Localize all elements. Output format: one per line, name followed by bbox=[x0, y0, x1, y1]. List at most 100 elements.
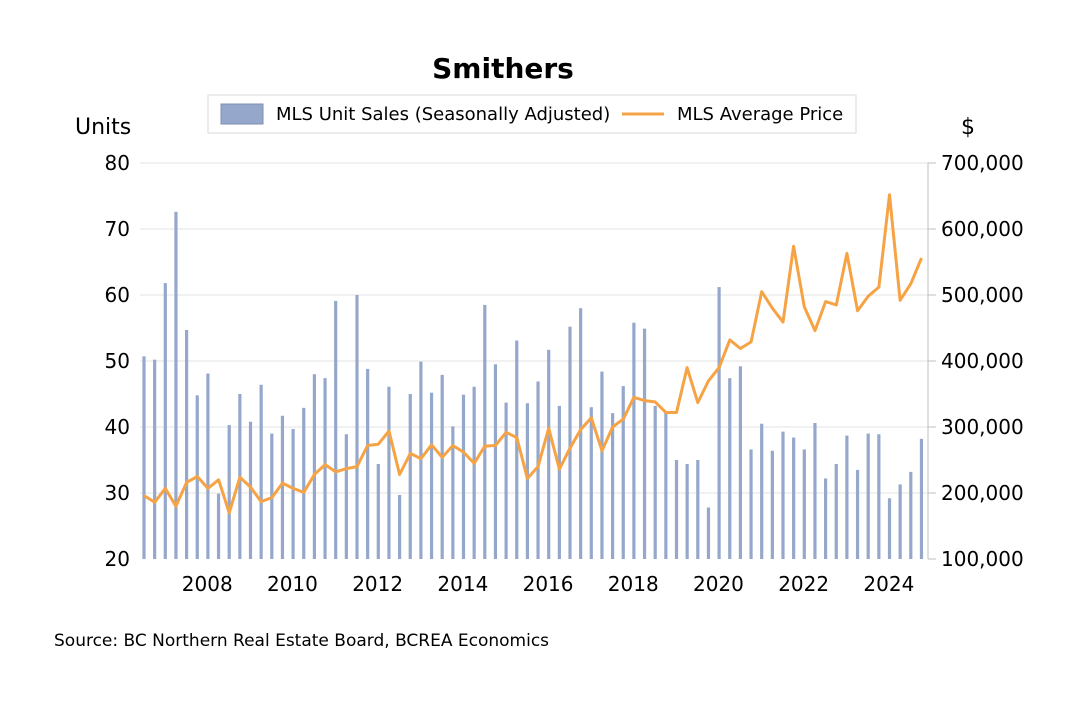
unit-sales-bar bbox=[408, 394, 412, 559]
unit-sales-bar bbox=[696, 460, 700, 559]
left-tick-label: 70 bbox=[105, 217, 130, 241]
left-tick-label: 60 bbox=[105, 283, 130, 307]
unit-sales-bar bbox=[547, 349, 551, 559]
unit-sales-bar bbox=[749, 449, 753, 559]
unit-sales-bar bbox=[887, 498, 892, 559]
unit-sales-bar bbox=[877, 434, 881, 559]
unit-sales-bar bbox=[493, 364, 498, 559]
unit-sales-bar bbox=[429, 392, 434, 559]
unit-sales-bar bbox=[781, 431, 785, 559]
unit-sales-bar bbox=[770, 450, 774, 559]
unit-sales-bar bbox=[898, 484, 902, 559]
right-tick-label: 600,000 bbox=[941, 217, 1024, 241]
unit-sales-bar bbox=[824, 478, 828, 559]
unit-sales-bar bbox=[792, 437, 796, 559]
x-tick-label: 2012 bbox=[352, 572, 403, 596]
right-tick-label: 200,000 bbox=[941, 481, 1024, 505]
average-price-line bbox=[143, 193, 923, 515]
unit-sales-bar bbox=[259, 384, 263, 559]
unit-sales-bar bbox=[248, 421, 253, 559]
unit-sales-bar bbox=[515, 340, 519, 559]
unit-sales-bar bbox=[419, 361, 423, 559]
unit-sales-bar bbox=[866, 433, 870, 559]
unit-sales-bar bbox=[568, 326, 572, 559]
legend-line-label: MLS Average Price bbox=[677, 104, 843, 125]
unit-sales-bar bbox=[589, 407, 593, 559]
unit-sales-bar bbox=[142, 356, 146, 559]
legend-bar-swatch bbox=[220, 103, 264, 125]
unit-sales-bar bbox=[376, 463, 380, 559]
unit-sales-bar bbox=[504, 402, 508, 559]
x-tick-label: 2008 bbox=[182, 572, 233, 596]
left-tick-label: 50 bbox=[105, 349, 130, 373]
unit-sales-bar bbox=[206, 373, 210, 559]
unit-sales-bar bbox=[163, 283, 167, 559]
unit-sales-bar bbox=[451, 426, 455, 559]
unit-sales-bar bbox=[738, 366, 742, 559]
legend: MLS Unit Sales (Seasonally Adjusted) MLS… bbox=[207, 94, 857, 134]
left-tick-label: 80 bbox=[105, 151, 130, 175]
unit-sales-bar bbox=[472, 386, 476, 559]
right-tick-label: 700,000 bbox=[941, 151, 1024, 175]
x-tick-label: 2016 bbox=[523, 572, 574, 596]
unit-sales-bar bbox=[728, 378, 732, 559]
right-tick-label: 300,000 bbox=[941, 415, 1024, 439]
x-tick-label: 2024 bbox=[863, 572, 914, 596]
unit-sales-bar bbox=[334, 300, 338, 559]
unit-sales-bar bbox=[760, 423, 764, 559]
legend-box bbox=[207, 94, 857, 134]
unit-sales-bar bbox=[302, 407, 306, 559]
unit-sales-bar bbox=[653, 405, 657, 559]
unit-sales-bars bbox=[142, 211, 924, 559]
unit-sales-bar bbox=[440, 374, 444, 559]
unit-sales-bar bbox=[366, 368, 370, 559]
x-tick-label: 2020 bbox=[693, 572, 744, 596]
unit-sales-bar bbox=[398, 494, 402, 559]
left-axis-title: Units bbox=[75, 115, 131, 140]
left-axis-ticks: 20 30 40 50 60 70 80 bbox=[105, 151, 130, 571]
unit-sales-bar bbox=[802, 449, 806, 559]
x-tick-label: 2014 bbox=[437, 572, 488, 596]
unit-sales-bar bbox=[919, 438, 924, 559]
right-axis-title: $ bbox=[961, 115, 975, 140]
unit-sales-bar bbox=[909, 471, 913, 559]
unit-sales-bar bbox=[344, 434, 348, 559]
right-tick-label: 500,000 bbox=[941, 283, 1024, 307]
unit-sales-bar bbox=[280, 415, 285, 559]
unit-sales-bar bbox=[855, 469, 860, 559]
unit-sales-bar bbox=[312, 374, 316, 559]
x-axis-ticks: 2008 2010 2012 2014 2016 2018 2020 2022 2024 bbox=[182, 572, 915, 596]
unit-sales-bar bbox=[717, 287, 721, 559]
unit-sales-bar bbox=[674, 460, 679, 559]
unit-sales-bar bbox=[813, 423, 817, 559]
unit-sales-bar bbox=[323, 378, 327, 559]
right-axis-ticks: 100,000 200,000 300,000 400,000 500,000 600,0… bbox=[927, 151, 1024, 571]
unit-sales-bar bbox=[685, 463, 689, 559]
unit-sales-bar bbox=[557, 405, 561, 559]
unit-sales-bar bbox=[355, 295, 359, 559]
x-tick-label: 2022 bbox=[778, 572, 829, 596]
unit-sales-bar bbox=[632, 322, 636, 559]
unit-sales-bar bbox=[642, 328, 647, 559]
x-tick-label: 2018 bbox=[608, 572, 659, 596]
chart-title: Smithers bbox=[432, 52, 574, 85]
unit-sales-bar bbox=[536, 381, 540, 559]
unit-sales-bar bbox=[387, 386, 391, 559]
unit-sales-bar bbox=[483, 304, 487, 559]
x-tick-label: 2010 bbox=[267, 572, 318, 596]
left-tick-label: 40 bbox=[105, 415, 130, 439]
unit-sales-bar bbox=[834, 463, 838, 559]
left-tick-label: 20 bbox=[105, 547, 130, 571]
unit-sales-bar bbox=[291, 428, 295, 559]
right-tick-label: 400,000 bbox=[941, 349, 1024, 373]
unit-sales-bar bbox=[579, 308, 583, 559]
unit-sales-bar bbox=[664, 411, 668, 559]
unit-sales-bar bbox=[611, 413, 615, 559]
unit-sales-bar bbox=[174, 211, 178, 559]
unit-sales-bar bbox=[185, 329, 189, 559]
unit-sales-bar bbox=[706, 507, 711, 559]
unit-sales-bar bbox=[845, 435, 849, 559]
right-tick-label: 100,000 bbox=[941, 547, 1024, 571]
unit-sales-bar bbox=[227, 425, 231, 559]
